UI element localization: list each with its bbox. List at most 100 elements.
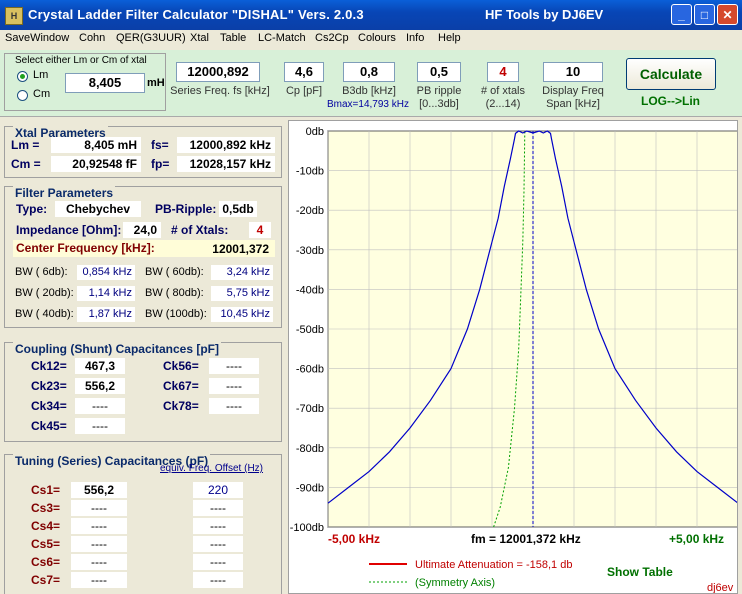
bw-value: 10,45 kHz <box>211 307 273 322</box>
display-span-input[interactable]: 10 <box>543 62 603 82</box>
y-tick-label: -50db <box>296 324 324 336</box>
ck-label: Ck12= <box>31 359 67 373</box>
coupling-heading: Coupling (Shunt) Capacitances [pF] <box>13 342 221 356</box>
close-button[interactable]: ✕ <box>717 4 738 25</box>
ck-value: 556,2 <box>75 378 125 394</box>
ck-value: 467,3 <box>75 358 125 374</box>
y-tick-label: -100db <box>290 522 324 534</box>
log-lin-toggle[interactable]: LOG-->Lin <box>641 94 700 108</box>
xtal-fs-value: 12000,892 kHz <box>177 137 275 153</box>
xtal-fp-label: fp= <box>151 157 170 171</box>
xtal-lm-value: 8,405 mH <box>51 137 141 153</box>
minimize-button[interactable]: _ <box>671 4 692 25</box>
tuning-panel: Tuning (Series) Capacitances (pF) equiv.… <box>4 454 282 594</box>
num-xtals-label: # of xtals <box>480 85 526 97</box>
cs-offset: ---- <box>193 536 243 552</box>
y-tick-label: -90db <box>296 482 324 494</box>
freq-offset-link[interactable]: equiv. Freq. Offset (Hz) <box>160 463 263 474</box>
xtal-cm-value: 20,92548 fF <box>51 156 141 172</box>
cm-radio[interactable] <box>17 90 28 101</box>
menu-savewindow[interactable]: SaveWindow <box>5 32 70 44</box>
menu-table[interactable]: Table <box>220 32 247 44</box>
num-xtals-result-value: 4 <box>249 222 271 238</box>
center-frequency-label: Center Frequency [kHz]: <box>16 241 155 255</box>
y-tick-label: -10db <box>296 166 324 178</box>
pb-ripple-result-label: PB-Ripple: <box>155 202 217 216</box>
y-tick-label: 0db <box>306 126 324 138</box>
cs-offset: ---- <box>193 500 243 516</box>
bw-label: BW ( 60db): <box>145 266 204 278</box>
cs-value: 556,2 <box>71 482 127 498</box>
menu-cs2cp[interactable]: Cs2Cp <box>315 32 349 44</box>
pb-ripple-range: [0...3db] <box>419 98 459 110</box>
bw-value: 0,854 kHz <box>77 265 135 280</box>
menu-info[interactable]: Info <box>406 32 425 44</box>
ck-label: Ck34= <box>31 399 67 413</box>
y-tick-label: -60db <box>296 364 324 376</box>
filter-type-label: Type: <box>16 202 48 216</box>
cs-label: Cs4= <box>31 519 61 533</box>
app-icon: H <box>5 7 23 25</box>
title-bar: H Crystal Ladder Filter Calculator "DISH… <box>0 0 742 30</box>
ck-label: Ck45= <box>31 419 67 433</box>
impedance-label: Impedance [Ohm]: <box>16 223 122 237</box>
lm-input[interactable]: 8,405 <box>65 73 145 93</box>
calculate-button[interactable]: Calculate <box>626 58 716 90</box>
cp-input[interactable]: 4,6 <box>284 62 324 82</box>
response-chart-area: 0db -10db -20db -30db -40db -50db -60db -70db -8… <box>288 120 738 594</box>
symmetry-legend-text: (Symmetry Axis) <box>415 577 495 589</box>
xtal-fs-label: fs= <box>151 138 169 152</box>
series-freq-label: Series Freq. fs [kHz] <box>170 85 270 97</box>
cs-offset: ---- <box>193 572 243 588</box>
ck-label: Ck56= <box>163 359 199 373</box>
cs-value: ---- <box>71 500 127 516</box>
cs-value: ---- <box>71 518 127 534</box>
ck-value: ---- <box>209 398 259 414</box>
cs-offset: 220 <box>193 482 243 498</box>
series-freq-input[interactable]: 12000,892 <box>176 62 260 82</box>
lm-cm-caption: Select either Lm or Cm of xtal <box>15 55 147 66</box>
y-tick-label: -20db <box>296 205 324 217</box>
b3db-input[interactable]: 0,8 <box>343 62 395 82</box>
y-tick-label: -30db <box>296 245 324 257</box>
show-table-link[interactable]: Show Table <box>607 565 673 579</box>
menu-colours[interactable]: Colours <box>358 32 396 44</box>
filter-parameters-heading: Filter Parameters <box>13 186 116 200</box>
lm-unit: mH <box>147 77 165 89</box>
maximize-button[interactable]: □ <box>694 4 715 25</box>
menu-qer[interactable]: QER(G3UUR) <box>116 32 186 44</box>
ck-value: ---- <box>209 358 259 374</box>
num-xtals-range: (2...14) <box>485 98 521 110</box>
display-span-label: Display Freq <box>542 85 604 97</box>
pb-ripple-result-value: 0,5db <box>219 201 257 217</box>
menu-lc-match[interactable]: LC-Match <box>258 32 306 44</box>
credit-text: dj6ev <box>707 582 734 593</box>
xtal-cm-label: Cm = <box>11 157 41 171</box>
coupling-panel: Coupling (Shunt) Capacitances [pF] Ck12=… <box>4 342 282 442</box>
tuning-heading: Tuning (Series) Capacitances (pF) <box>13 454 211 468</box>
lm-radio-label: Lm <box>33 69 49 81</box>
menu-xtal[interactable]: Xtal <box>190 32 209 44</box>
xtal-fp-value: 12028,157 kHz <box>177 156 275 172</box>
bw-label: BW ( 6db): <box>15 266 68 278</box>
bw-value: 3,24 kHz <box>211 265 273 280</box>
menu-cohn[interactable]: Cohn <box>79 32 106 44</box>
num-xtals-input[interactable]: 4 <box>487 62 519 82</box>
pb-ripple-input[interactable]: 0,5 <box>417 62 461 82</box>
cs-offset: ---- <box>193 518 243 534</box>
num-xtals-result-label: # of Xtals: <box>171 223 229 237</box>
bw-label: BW (100db): <box>145 308 207 320</box>
filter-type-value: Chebychev <box>55 201 141 217</box>
cs-label: Cs7= <box>31 573 61 587</box>
window-right-title: HF Tools by DJ6EV <box>485 7 604 22</box>
xtal-lm-label: Lm = <box>11 138 40 152</box>
cs-label: Cs6= <box>31 555 61 569</box>
symmetry-axis-curve <box>493 130 526 528</box>
menu-help[interactable]: Help <box>438 32 461 44</box>
x-right-label: +5,00 kHz <box>669 532 724 546</box>
lm-radio[interactable] <box>17 71 28 82</box>
b3db-label: B3db [kHz] <box>342 85 396 97</box>
x-left-label: -5,00 kHz <box>328 532 380 546</box>
ck-value: ---- <box>75 418 125 434</box>
cp-label: Cp [pF] <box>285 85 323 97</box>
